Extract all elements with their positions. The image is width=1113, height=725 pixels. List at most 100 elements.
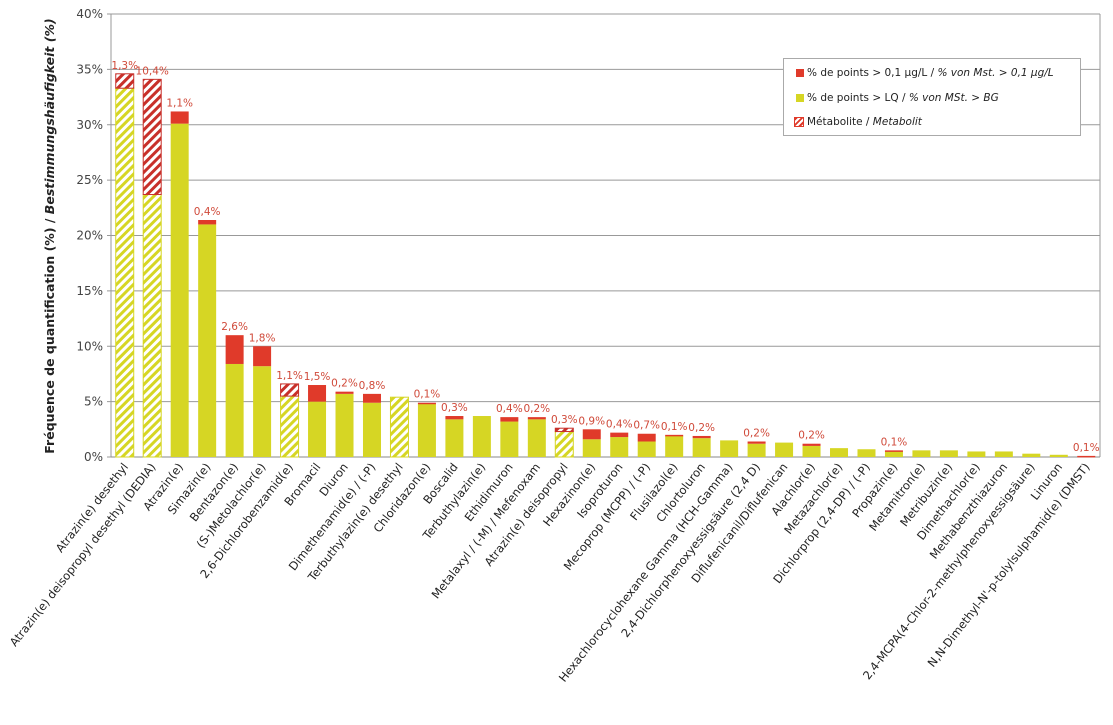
bar-segment-lq [939, 450, 958, 457]
bar-segment-lq [472, 416, 491, 457]
bar-segment-lq [142, 194, 162, 458]
data-label: 0,2% [688, 422, 715, 434]
bar-segment-lq [582, 439, 601, 457]
y-tick-label: 15% [76, 284, 103, 298]
legend-label: % de points > LQ / % von MSt. > BG [807, 92, 999, 104]
bar-segment-above-0-1 [637, 433, 656, 442]
y-tick-label: 25% [76, 173, 103, 187]
data-label: 0,2% [798, 430, 825, 442]
data-label: 0,4% [194, 206, 221, 218]
hatched-swatch-icon [794, 117, 804, 127]
bar-segment-lq [253, 366, 272, 457]
bar-segment-lq [1022, 453, 1041, 457]
data-label: 0,3% [441, 402, 468, 414]
bar-segment-above-0-1 [554, 427, 574, 433]
bar-segment-above-0-1 [225, 335, 244, 364]
y-axis-label: Fréquence de quantification (%) / Bestim… [42, 18, 57, 453]
bar-segment-above-0-1 [253, 346, 272, 367]
y-tick-label: 40% [76, 7, 103, 21]
bar-segment-above-0-1 [308, 385, 327, 402]
bar-segment-above-0-1 [362, 393, 381, 403]
category-label: Atrazin(e) deisopropyl desethyl (DEDIA) [7, 460, 159, 649]
data-label: 0,2% [523, 403, 550, 415]
bar-segment-lq [1049, 454, 1068, 457]
bar-segment-above-0-1 [115, 73, 135, 89]
bar-segment-lq [527, 419, 546, 457]
bar-segment-lq [445, 419, 464, 457]
bar-segment-lq [610, 437, 629, 457]
data-labels: 1,3%10,4%1,1%0,4%2,6%1,8%1,1% 1,5%0,2% 0,8… [111, 60, 1099, 454]
bar-segment-lq [389, 396, 409, 458]
bar-segment-above-0-1 [198, 219, 217, 225]
bar-segment-lq [554, 431, 574, 458]
legend-item-yellow: % de points > LQ / % von MSt. > BG [796, 92, 999, 104]
bar-segment-above-0-1 [884, 450, 903, 452]
y-tick-label: 20% [76, 229, 103, 243]
bars [115, 73, 1096, 458]
data-label: 2,6% [221, 321, 248, 333]
bar-segment-above-0-1 [582, 429, 601, 440]
bar-segment-lq [994, 451, 1013, 457]
y-tick-label: 10% [76, 339, 103, 353]
bar-segment-above-0-1 [1077, 455, 1096, 458]
bar-segment-lq [115, 87, 135, 458]
y-tick-label: 30% [76, 118, 103, 132]
legend-label: Métabolite / Metabolit [807, 116, 922, 128]
bar-segment-above-0-1 [692, 435, 711, 439]
legend: % de points > 0,1 µg/L / % von Mst. > 0,… [783, 58, 1081, 136]
y-tick-label: 5% [84, 395, 103, 409]
bar-segment-lq [665, 435, 684, 457]
bar-segment-above-0-1 [280, 383, 300, 397]
bar-segment-lq [884, 451, 903, 457]
data-label: 10,4% [136, 65, 169, 77]
bar-segment-above-0-1 [665, 434, 684, 437]
bar-segment-lq [417, 403, 436, 457]
red-swatch-icon [796, 69, 804, 77]
data-label: 0,2% [743, 427, 770, 439]
bar-segment-above-0-1 [802, 443, 821, 446]
y-tick-label: 35% [76, 62, 103, 76]
bar-segment-above-0-1 [417, 402, 436, 405]
bar-segment-lq [225, 363, 244, 457]
data-label: 0,8% [359, 380, 386, 392]
bar-segment-lq [912, 450, 931, 457]
bar-segment-lq [308, 401, 327, 457]
bar-segment-lq [637, 441, 656, 457]
legend-item-metabolite: Métabolite / Metabolit [794, 116, 922, 128]
bar-segment-above-0-1 [142, 78, 162, 196]
bar-segment-above-0-1 [170, 111, 189, 124]
data-label: 1,3% [111, 60, 138, 72]
data-label: 0,1% [881, 436, 908, 448]
bar-segment-lq [692, 438, 711, 457]
bar-segment-lq [802, 445, 821, 457]
bar-segment-above-0-1 [445, 416, 464, 420]
data-label: 0,1% [414, 389, 441, 401]
bar-segment-above-0-1 [527, 417, 546, 420]
data-label: 1,1% [276, 370, 303, 382]
legend-label: % de points > 0,1 µg/L / % von Mst. > 0,… [807, 67, 1054, 79]
bar-segment-above-0-1 [747, 441, 766, 444]
bar-segment-above-0-1 [500, 417, 519, 422]
bar-segment-lq [170, 123, 189, 457]
bar-segment-lq [747, 443, 766, 457]
data-label: 1,5% [304, 371, 331, 383]
data-label: 0,4% [606, 419, 633, 431]
bar-segment-lq [830, 448, 849, 457]
bar-segment-lq [362, 402, 381, 457]
data-label: 0,9% [578, 415, 605, 427]
data-label: 0,1% [1073, 442, 1100, 454]
data-label: 0,3% [551, 414, 578, 426]
bar-segment-lq [775, 442, 794, 457]
data-label: 0,4% [496, 403, 523, 415]
bar-segment-lq [967, 451, 986, 457]
bar-segment-lq [500, 421, 519, 457]
y-tick-label: 0% [84, 450, 103, 464]
bar-segment-lq [198, 224, 217, 457]
bar-segment-above-0-1 [335, 391, 354, 394]
bar-segment-lq [280, 395, 300, 458]
data-label: 0,7% [633, 420, 660, 432]
bar-segment-lq [720, 440, 739, 457]
data-label: 0,1% [661, 421, 688, 433]
data-label: 1,8% [249, 332, 276, 344]
